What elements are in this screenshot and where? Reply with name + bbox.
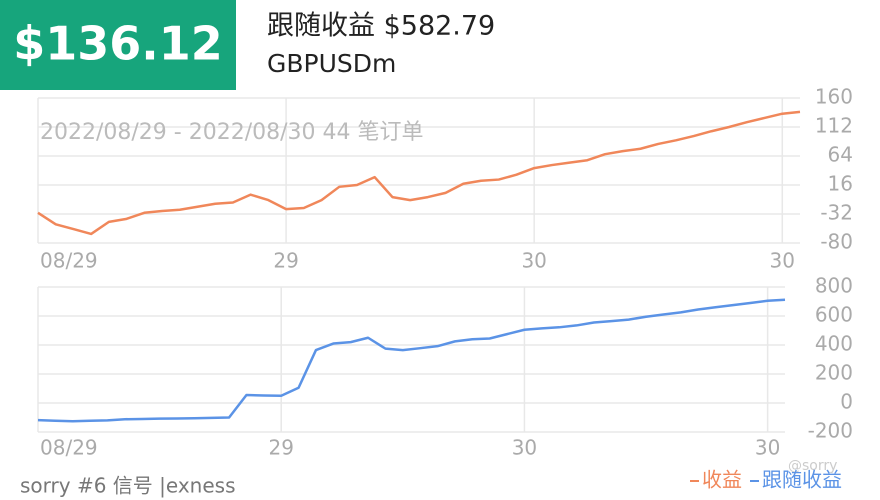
y-tick-label: -32	[820, 201, 853, 225]
x-tick-label: 29	[273, 249, 298, 273]
x-tick-label: 30	[521, 249, 546, 273]
x-tick-label: 30	[512, 436, 537, 460]
amount: $136.12	[13, 17, 223, 71]
y-tick-label: -200	[808, 419, 853, 443]
y-tick-label: 600	[815, 303, 853, 327]
x-tick-label: 08/29	[40, 249, 98, 273]
y-tick-label: -80	[820, 230, 853, 254]
y-tick-label: 400	[815, 332, 853, 356]
series-line	[37, 298, 786, 423]
x-tick-label: 08/29	[40, 436, 98, 460]
signal-info: sorry #6 信号 |exness	[20, 474, 236, 498]
y-tick-label: 160	[815, 85, 853, 109]
y-tick-label: 0	[840, 390, 853, 414]
y-tick-label: 16	[828, 172, 853, 196]
amount-badge	[0, 0, 236, 90]
legend: 收益 跟随收益	[690, 468, 842, 492]
series-line	[37, 110, 801, 236]
chart-subtitle: 2022/08/29 - 2022/08/30 44 笔订单	[40, 120, 424, 145]
x-tick-label: 29	[268, 436, 293, 460]
y-tick-label: 200	[815, 361, 853, 385]
watermark: @sorry	[788, 458, 837, 474]
x-tick-label: 30	[770, 249, 795, 273]
legend-label: 收益	[702, 468, 742, 492]
follow-profit: 跟随收益 $582.79	[267, 11, 495, 42]
legend-label: 跟随收益	[762, 468, 842, 492]
y-tick-label: 112	[815, 114, 853, 138]
x-tick-label: 30	[755, 436, 780, 460]
y-tick-label: 64	[828, 143, 853, 167]
symbol: GBPUSDm	[267, 49, 396, 78]
y-tick-label: 800	[815, 274, 853, 298]
